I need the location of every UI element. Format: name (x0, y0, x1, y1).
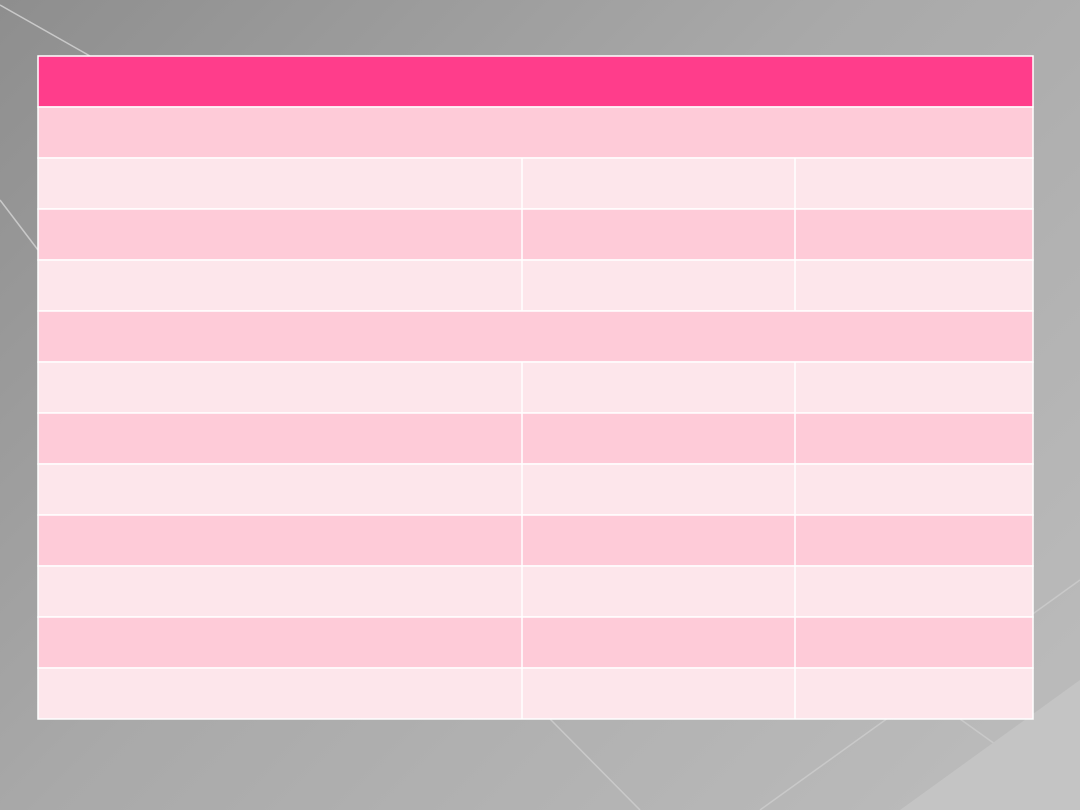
table-row (37, 361, 1034, 414)
decor-shape (900, 680, 1080, 810)
table-row (37, 514, 1034, 567)
table-header (37, 55, 1034, 108)
table-row (37, 667, 1034, 720)
table (37, 55, 1034, 720)
decor-line (0, 4, 91, 57)
table-row (37, 616, 1034, 669)
table-section-row (37, 106, 1034, 159)
table-row (37, 412, 1034, 465)
table-row (37, 565, 1034, 618)
table-row (37, 157, 1034, 210)
decor-line (549, 718, 641, 810)
table-row (37, 208, 1034, 261)
table-row (37, 463, 1034, 516)
table-row (37, 259, 1034, 312)
table-section-row (37, 310, 1034, 363)
decor-line (0, 199, 39, 251)
